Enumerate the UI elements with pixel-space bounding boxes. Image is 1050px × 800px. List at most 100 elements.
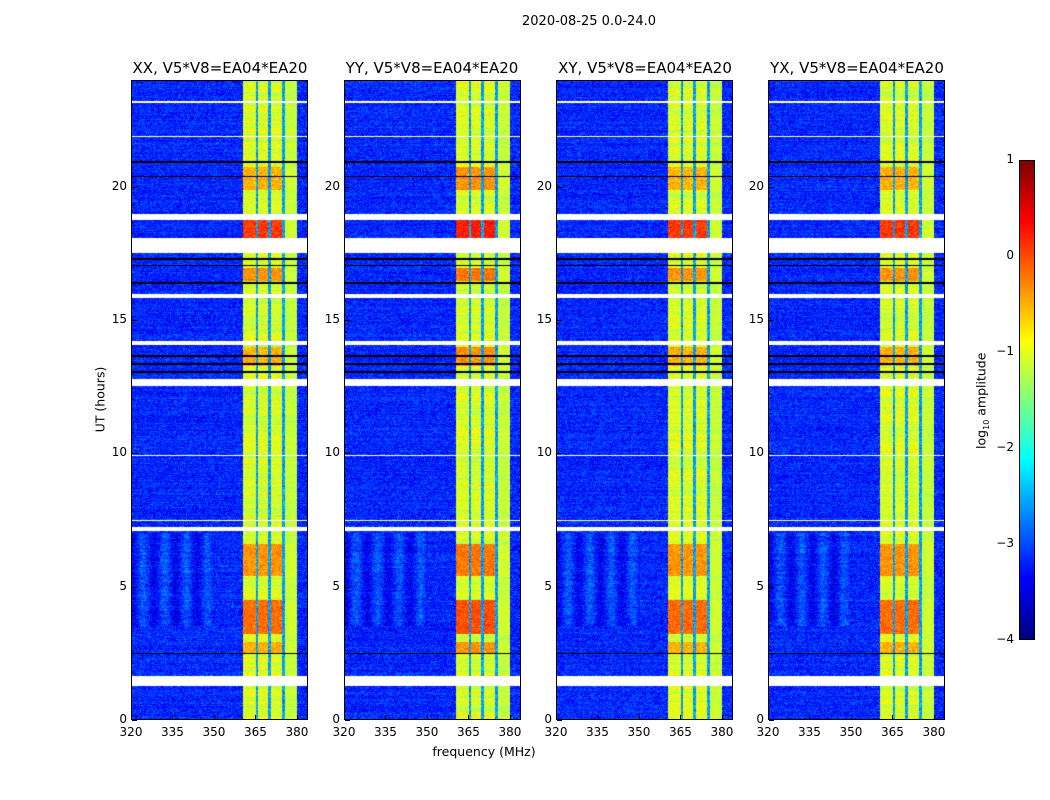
x-tick-label: 380 xyxy=(285,725,309,739)
x-tick-label: 320 xyxy=(332,725,356,739)
y-tick-label: 15 xyxy=(748,312,764,326)
x-tick-label: 320 xyxy=(756,725,780,739)
panel-title-yy: YY, V5*V8=EA04*EA20 xyxy=(345,59,519,77)
y-tick-label: 20 xyxy=(324,178,340,193)
panel-title-xx: XX, V5*V8=EA04*EA20 xyxy=(132,59,308,77)
x-tick-label: 320 xyxy=(119,725,143,739)
heatmap-canvas xyxy=(557,81,732,719)
x-tick-label: 380 xyxy=(922,725,946,739)
x-tick-mark xyxy=(768,715,769,720)
y-tick-label: 10 xyxy=(324,445,340,460)
x-tick-mark xyxy=(556,715,557,720)
y-tick-label: 5 xyxy=(544,578,552,593)
colorbar-tick-label: −2 xyxy=(996,440,1014,454)
x-tick-label: 365 xyxy=(244,725,267,739)
x-tick-label: 365 xyxy=(881,725,904,739)
y-tick-mark xyxy=(557,586,562,588)
x-tick-label: 380 xyxy=(710,725,734,739)
y-tick-label: 0 xyxy=(756,712,764,726)
y-axis-label: UT (hours) xyxy=(92,366,108,433)
x-tick-mark xyxy=(721,715,723,720)
colorbar xyxy=(1019,160,1035,640)
heatmap-panel-yy xyxy=(344,80,521,720)
y-tick-label: 15 xyxy=(324,312,340,326)
y-tick-mark xyxy=(345,586,350,588)
y-tick-label: 20 xyxy=(536,178,552,193)
x-tick-mark xyxy=(892,715,894,720)
x-tick-mark xyxy=(344,715,345,720)
y-tick-mark xyxy=(557,320,562,321)
heatmap-panel-xx xyxy=(131,80,308,720)
x-tick-mark xyxy=(680,715,682,720)
y-tick-mark xyxy=(769,586,774,588)
y-tick-mark xyxy=(769,720,774,721)
x-tick-mark xyxy=(385,715,387,720)
y-tick-mark xyxy=(132,586,137,588)
y-tick-label: 10 xyxy=(111,445,127,460)
heatmap-canvas xyxy=(132,81,307,719)
colorbar-tick-label: −1 xyxy=(996,344,1014,358)
y-tick-mark xyxy=(557,186,562,188)
y-tick-label: 10 xyxy=(536,445,552,460)
y-tick-label: 0 xyxy=(119,712,127,726)
x-tick-label: 335 xyxy=(161,725,184,739)
heatmap-canvas xyxy=(345,81,520,719)
x-tick-mark xyxy=(638,715,640,720)
y-tick-mark xyxy=(345,453,350,455)
y-tick-label: 10 xyxy=(748,445,764,460)
y-tick-mark xyxy=(345,720,350,721)
panel-title-yx: YX, V5*V8=EA04*EA20 xyxy=(770,59,944,77)
y-tick-label: 15 xyxy=(536,312,552,326)
x-tick-label: 350 xyxy=(415,725,439,739)
y-tick-mark xyxy=(557,720,562,721)
x-tick-mark xyxy=(426,715,428,720)
colorbar-gradient xyxy=(1020,161,1034,639)
x-tick-mark xyxy=(255,715,257,720)
x-tick-mark xyxy=(468,715,470,720)
x-tick-label: 350 xyxy=(202,725,226,739)
y-tick-label: 5 xyxy=(332,578,340,593)
y-tick-mark xyxy=(557,453,562,455)
heatmap-panel-xy xyxy=(556,80,733,720)
x-tick-label: 335 xyxy=(374,725,397,739)
x-tick-label: 350 xyxy=(627,725,651,739)
y-tick-mark xyxy=(132,453,137,455)
x-tick-label: 320 xyxy=(544,725,568,739)
y-tick-label: 5 xyxy=(119,578,127,593)
x-tick-label: 380 xyxy=(498,725,522,739)
x-tick-mark xyxy=(509,715,511,720)
x-tick-mark xyxy=(172,715,174,720)
x-tick-label: 335 xyxy=(586,725,609,739)
y-tick-mark xyxy=(769,453,774,455)
x-tick-mark xyxy=(933,715,935,720)
colorbar-tick-label: −4 xyxy=(996,632,1014,646)
y-tick-label: 5 xyxy=(756,578,764,593)
heatmap-canvas xyxy=(769,81,944,719)
y-tick-mark xyxy=(132,186,137,188)
y-tick-mark xyxy=(345,320,350,321)
heatmap-panel-yx xyxy=(768,80,945,720)
x-axis-label: frequency (MHz) xyxy=(432,744,536,759)
y-tick-mark xyxy=(769,320,774,321)
x-tick-mark xyxy=(131,715,132,720)
x-tick-mark xyxy=(850,715,852,720)
x-tick-mark xyxy=(597,715,599,720)
y-tick-mark xyxy=(345,186,350,188)
x-tick-mark xyxy=(213,715,215,720)
panel-title-xy: XY, V5*V8=EA04*EA20 xyxy=(558,59,732,77)
y-tick-mark xyxy=(132,320,137,321)
y-tick-label: 20 xyxy=(111,178,127,193)
x-tick-label: 365 xyxy=(669,725,692,739)
y-tick-label: 0 xyxy=(544,712,552,726)
x-tick-mark xyxy=(809,715,811,720)
x-tick-label: 350 xyxy=(839,725,863,739)
x-tick-mark xyxy=(296,715,298,720)
colorbar-tick-label: 0 xyxy=(1006,248,1014,262)
figure-title: 2020-08-25 0.0-24.0 xyxy=(522,14,656,29)
y-tick-mark xyxy=(132,720,137,721)
x-tick-label: 335 xyxy=(798,725,821,739)
x-tick-label: 365 xyxy=(457,725,480,739)
y-tick-label: 15 xyxy=(111,312,127,326)
colorbar-tick-label: −3 xyxy=(996,536,1014,550)
